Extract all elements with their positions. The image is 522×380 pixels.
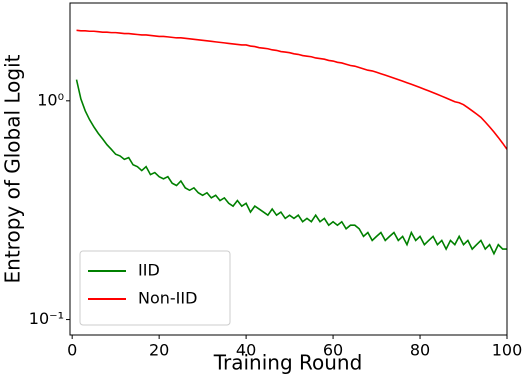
plot-frame <box>69 2 508 336</box>
legend-box <box>79 250 231 326</box>
x-tick-label: 100 <box>492 341 522 360</box>
x-tick-label: 60 <box>323 341 343 360</box>
x-axis-label: Training Round <box>213 351 363 375</box>
line-series <box>76 29 507 150</box>
y-axis-label: Entropy of Global Logit <box>1 54 25 283</box>
legend-label: Non-IID <box>138 289 197 308</box>
line-series <box>75 79 507 256</box>
y-tick-label: 10⁻¹ <box>29 309 64 328</box>
x-tick-label: 80 <box>410 341 430 360</box>
x-tick-label: 40 <box>236 341 256 360</box>
legend-label: IID <box>138 261 160 280</box>
y-tick-label: 10⁰ <box>37 90 64 109</box>
x-tick-label: 20 <box>149 341 169 360</box>
x-tick-label: 0 <box>67 341 77 360</box>
